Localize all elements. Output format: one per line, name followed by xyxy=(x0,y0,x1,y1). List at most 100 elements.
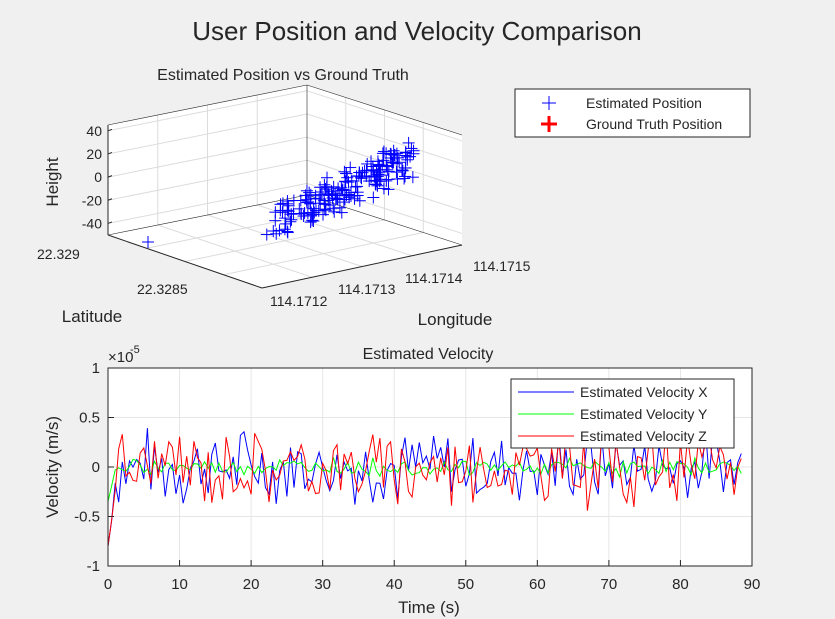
estimated-position-marker xyxy=(373,159,386,172)
x-tick-label: 40 xyxy=(386,576,403,593)
estimated-position-marker xyxy=(386,156,399,169)
x-tick-label: 10 xyxy=(171,576,188,593)
estimated-position-marker xyxy=(281,204,294,217)
axis-3d-edge xyxy=(261,244,463,289)
axis-3d-edge xyxy=(223,232,424,276)
estimated-position-marker xyxy=(387,144,400,157)
estimated-position-marker xyxy=(369,178,382,191)
z-tick-mark xyxy=(107,175,113,178)
estimated-position-marker xyxy=(300,184,313,197)
estimated-position-marker xyxy=(287,194,300,207)
x-tick-label: 0 xyxy=(104,576,112,593)
floor-plane xyxy=(108,195,462,288)
estimated-position-marker xyxy=(344,186,357,199)
estimated-position-marker xyxy=(367,191,380,204)
axis-3d-edge xyxy=(306,113,463,165)
y-tick-label: 0 xyxy=(92,459,100,476)
estimated-position-marker xyxy=(142,236,154,248)
estimated-position-marker xyxy=(350,170,363,183)
estimated-position-marker xyxy=(382,173,395,186)
estimated-position-marker xyxy=(328,205,341,218)
axis-3d-edge xyxy=(107,234,263,289)
legend-ground-truth-marker xyxy=(541,116,557,132)
axis-3d-edge xyxy=(306,136,463,188)
axis-3d-edge xyxy=(306,84,463,136)
estimated-position-marker xyxy=(390,147,403,160)
estimated-position-marker xyxy=(281,225,294,238)
velocity-y-axis-label: Velocity (m/s) xyxy=(43,416,62,518)
y-tick-label: 0.5 xyxy=(79,410,100,427)
estimated-position-marker xyxy=(406,171,419,184)
velocity-ticks: 0 10 20 30 40 50 60 70 80 90 1 0.5 0 -0.5 -1 xyxy=(74,360,760,593)
estimated-position-marker xyxy=(322,187,335,200)
x-tick-label: 90 xyxy=(744,576,761,593)
velocity-line-x xyxy=(107,428,742,547)
estimated-position-marker xyxy=(306,208,319,221)
estimated-position-marker xyxy=(336,183,349,196)
estimated-position-marker xyxy=(285,213,298,226)
estimated-position-marker xyxy=(260,228,273,241)
axis-3d-edge xyxy=(107,194,308,236)
latitude-tick-label: 22.329 xyxy=(37,246,80,262)
estimated-position-marker xyxy=(323,199,336,212)
legend-velocity-z-label: Estimated Velocity Z xyxy=(580,428,707,444)
estimated-position-marker xyxy=(314,181,327,194)
estimated-position-marker xyxy=(269,206,282,219)
estimated-position-marker xyxy=(349,180,362,193)
longitude-tick-label: 114.1715 xyxy=(473,258,531,274)
velocity-legend[interactable]: Estimated Velocity X Estimated Velocity … xyxy=(510,378,735,449)
position-3d-axes-box xyxy=(107,84,463,289)
estimated-position-marker xyxy=(377,182,390,195)
position-legend[interactable]: Estimated Position Ground Truth Position xyxy=(514,88,751,138)
estimated-position-marker xyxy=(333,189,346,202)
estimated-position-marker xyxy=(338,184,351,197)
x-tick-label: 30 xyxy=(314,576,331,593)
estimated-position-marker xyxy=(401,153,414,166)
estimated-position-marker xyxy=(319,198,332,211)
velocity-line-z xyxy=(107,428,742,547)
z-tick-mark xyxy=(107,198,113,201)
estimated-position-marker xyxy=(370,175,383,188)
estimated-position-marker xyxy=(305,209,318,222)
estimated-position-marker xyxy=(366,160,379,173)
z-tick-label: -20 xyxy=(82,192,102,208)
latitude-tick-label: 22.3285 xyxy=(137,281,188,297)
estimated-position-marker xyxy=(325,185,338,198)
z-tick-mark xyxy=(107,128,113,132)
height-axis-label: Height xyxy=(43,157,62,206)
estimated-position-marker xyxy=(295,207,308,220)
x-tick-label: 70 xyxy=(601,576,618,593)
estimated-position-marker xyxy=(355,172,368,185)
estimated-position-marker xyxy=(399,170,412,183)
velocity-exponent-base: ×10 xyxy=(108,349,133,366)
axis-3d-edge xyxy=(107,84,308,126)
estimated-position-marker xyxy=(335,206,348,219)
x-tick-label: 60 xyxy=(529,576,546,593)
estimated-position-marker xyxy=(270,227,283,240)
position-3d-plot[interactable]: Estimated Position vs Ground Truth 40 20 0… xyxy=(37,67,531,329)
estimated-position-marker xyxy=(377,145,390,158)
longitude-tick-label: 114.1712 xyxy=(270,293,328,309)
y-tick-label: -1 xyxy=(87,558,100,575)
z-tick-label: -40 xyxy=(82,215,102,231)
axis-3d-edge xyxy=(207,214,363,267)
estimated-position-marker xyxy=(273,224,286,237)
velocity-line-y xyxy=(107,456,742,502)
legend-ground-truth-label: Ground Truth Position xyxy=(586,116,722,132)
estimated-position-marker xyxy=(396,164,409,177)
legend-velocity-y-label: Estimated Velocity Y xyxy=(580,406,708,422)
z-tick-mark xyxy=(107,151,113,155)
estimated-position-marker xyxy=(351,180,364,193)
estimated-position-marker xyxy=(339,175,352,188)
axis-3d-edge xyxy=(306,90,463,142)
velocity-series-lines xyxy=(107,428,742,547)
estimated-position-marker xyxy=(340,167,353,180)
estimated-position-marker xyxy=(353,194,366,207)
estimated-position-marker xyxy=(304,197,317,210)
estimated-position-marker xyxy=(402,136,415,149)
estimated-position-marker xyxy=(274,198,287,211)
estimated-position-marker xyxy=(278,223,291,236)
x-tick-label: 50 xyxy=(457,576,474,593)
